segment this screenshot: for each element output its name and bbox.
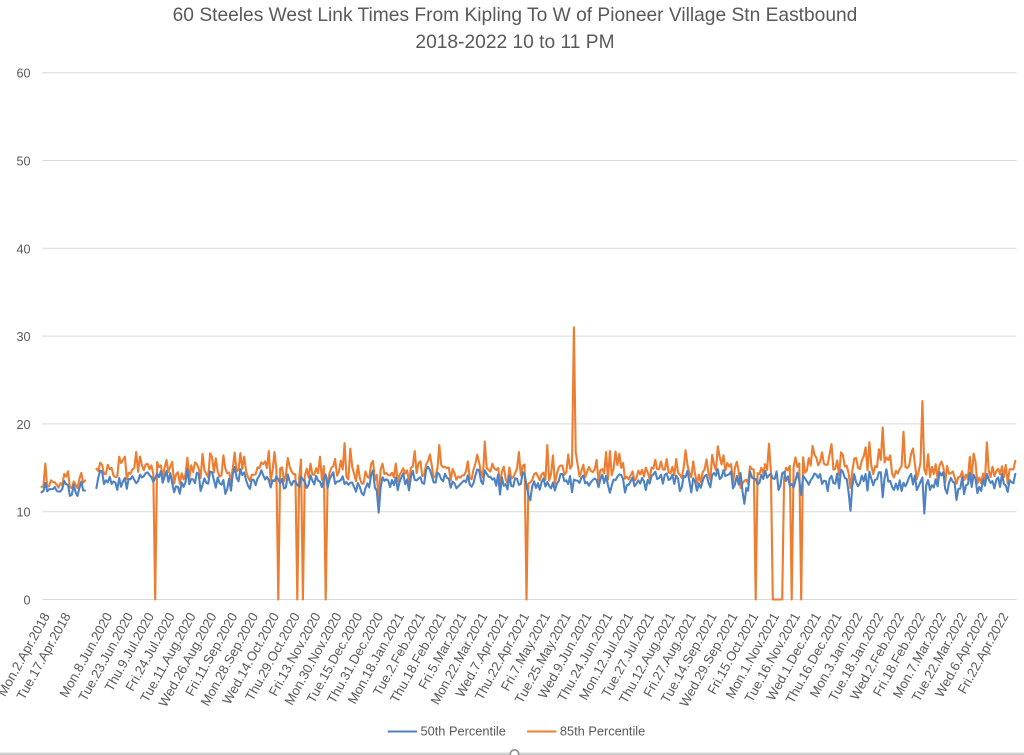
svg-text:10: 10 [16, 506, 30, 520]
svg-text:0: 0 [23, 594, 30, 608]
svg-text:50th Percentile: 50th Percentile [421, 724, 506, 739]
svg-text:60 Steeles West Link Times Fro: 60 Steeles West Link Times From Kipling … [173, 5, 858, 26]
svg-text:30: 30 [16, 330, 30, 344]
svg-text:20: 20 [16, 418, 30, 432]
svg-text:85th Percentile: 85th Percentile [560, 724, 645, 739]
svg-text:60: 60 [16, 67, 30, 81]
svg-text:2018-2022 10 to 11 PM: 2018-2022 10 to 11 PM [415, 32, 614, 53]
svg-text:40: 40 [16, 242, 30, 256]
svg-text:50: 50 [16, 155, 30, 169]
